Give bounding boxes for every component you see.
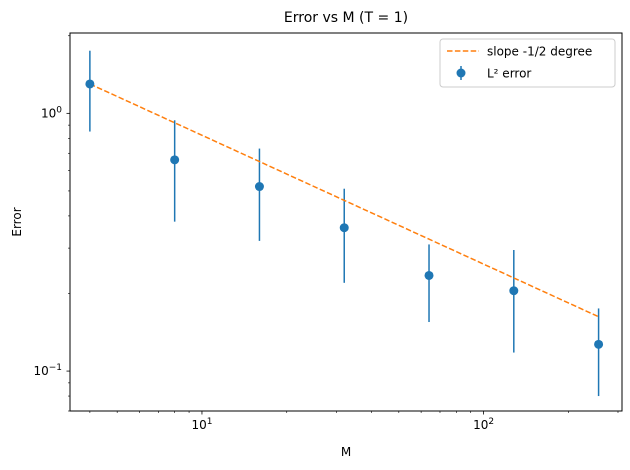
x-axis: 101 102 (89, 411, 619, 432)
data-point (170, 155, 180, 165)
data-point (509, 286, 519, 296)
data-point (594, 339, 604, 349)
legend-marker-swatch (456, 68, 466, 78)
legend: slope -1/2 degree L² error (439, 38, 616, 88)
y-tick-label: 100 (41, 105, 62, 120)
data-point (339, 223, 349, 233)
x-axis-label: M (341, 445, 351, 459)
x-tick-label: 101 (191, 417, 212, 432)
data-point (85, 79, 95, 89)
plot-area (85, 50, 604, 397)
legend-line-label: slope -1/2 degree (487, 45, 592, 59)
chart-title: Error vs M (T = 1) (284, 10, 408, 26)
legend-errorbar-label: L² error (487, 67, 531, 81)
y-tick-label: 10−1 (33, 363, 62, 378)
data-point (424, 270, 434, 280)
axes-frame (69, 32, 623, 412)
x-tick-label: 102 (473, 417, 494, 432)
legend-box (439, 38, 616, 88)
y-axis: 100 10−1 (33, 35, 70, 412)
y-axis-label: Error (10, 207, 24, 236)
reference-slope-line (89, 83, 599, 318)
data-point (254, 182, 264, 192)
